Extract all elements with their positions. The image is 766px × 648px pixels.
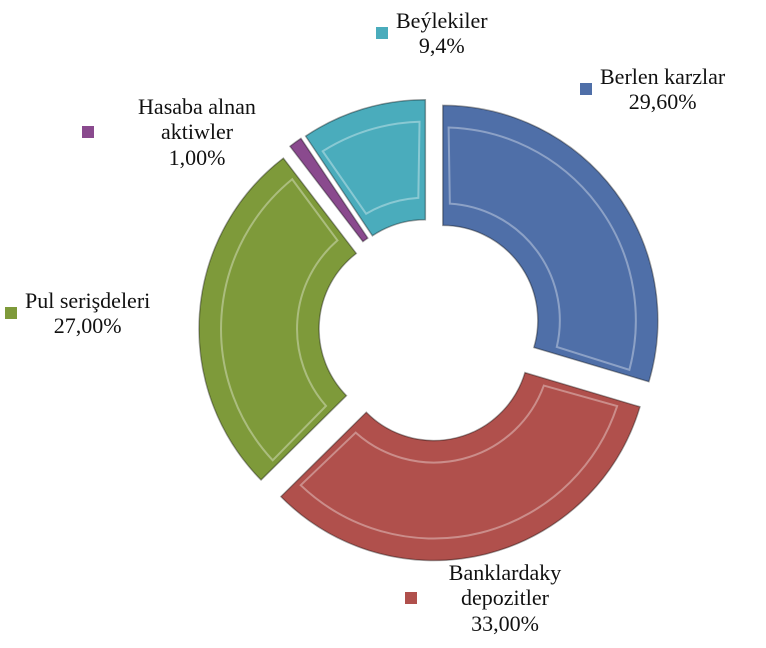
- donut-segment: [198, 157, 358, 482]
- legend-swatch: [5, 307, 17, 320]
- donut-segment: [288, 137, 369, 243]
- category-name: Hasaba alnan aktiwler: [138, 94, 256, 145]
- category-name: Beýlekiler: [396, 8, 488, 33]
- label-text: Beýlekiler 9,4%: [396, 8, 488, 59]
- category-name: Banklardaky depozitler: [448, 560, 562, 611]
- donut-segment: [442, 104, 659, 383]
- data-label: Berlen karzlar 29,60%: [580, 64, 725, 115]
- bevel: [447, 126, 637, 372]
- label-text: Hasaba alnan aktiwler 1,00%: [102, 94, 292, 170]
- data-label: Hasaba alnan aktiwler 1,00%: [82, 94, 292, 170]
- label-text: Banklardaky depozitler 33,00%: [425, 560, 585, 636]
- donut-segment: [279, 371, 641, 562]
- value-label: 27,00%: [53, 313, 122, 339]
- legend-swatch: [580, 83, 592, 96]
- data-label: Pul serişdeleri 27,00%: [5, 288, 150, 339]
- label-text: Berlen karzlar 29,60%: [600, 64, 725, 115]
- legend-swatch: [82, 125, 94, 138]
- legend-swatch: [376, 27, 388, 40]
- value-label: 9,4%: [418, 33, 465, 59]
- label-text: Pul serişdeleri 27,00%: [25, 288, 150, 339]
- category-name: Pul serişdeleri: [25, 288, 151, 313]
- legend-swatch: [405, 591, 417, 604]
- category-name: Berlen karzlar: [600, 64, 726, 89]
- data-label: Banklardaky depozitler 33,00%: [405, 560, 585, 636]
- bevel: [299, 384, 619, 540]
- value-label: 1,00%: [168, 144, 226, 170]
- donut-segment: [304, 98, 427, 237]
- value-label: 33,00%: [471, 610, 539, 636]
- data-label: Beýlekiler 9,4%: [376, 8, 488, 59]
- value-label: 29,60%: [628, 89, 697, 115]
- bevel: [220, 177, 339, 462]
- bevel: [321, 120, 421, 216]
